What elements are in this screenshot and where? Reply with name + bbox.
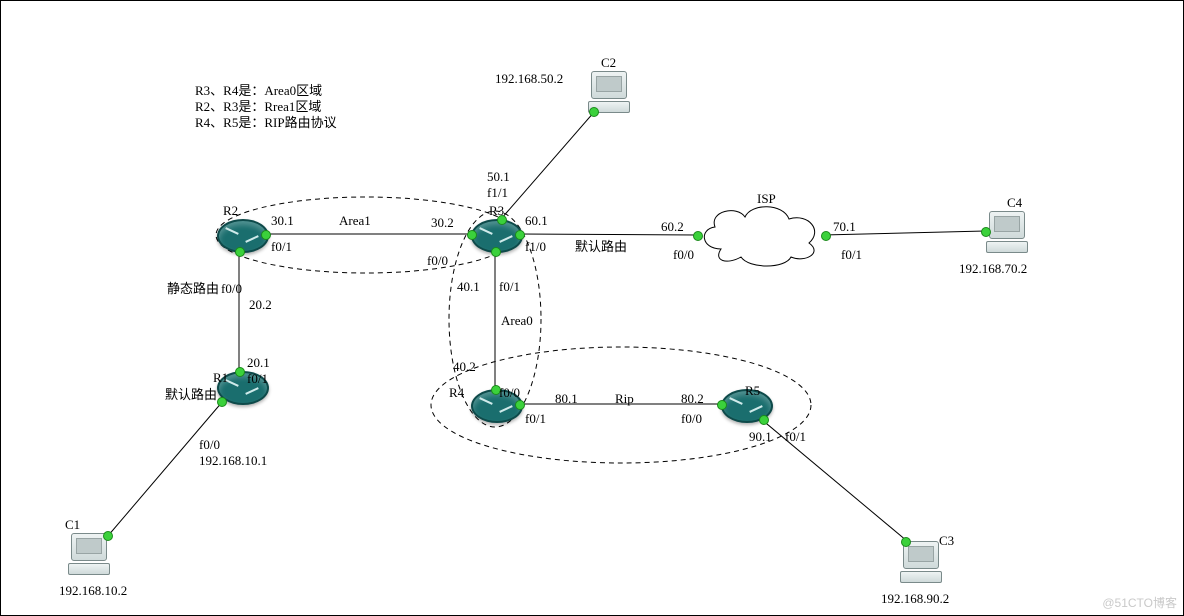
default-r1: 默认路由 [165,387,217,404]
r2-f01-ip: 30.1 [271,213,294,230]
pc-c4 [985,211,1029,251]
title-line-1: R3、R4是：Area0区域 [195,83,322,100]
r3-f11: f1/1 [487,185,508,202]
pc-c3 [899,541,943,581]
c3-name: C3 [939,533,954,550]
r5-f00-ip: 80.2 [681,391,704,408]
static-rt: 静态路由 [167,281,219,298]
r1-f00: f0/0 [199,437,220,454]
port-dot [491,247,501,257]
r5-f00: f0/0 [681,411,702,428]
c1-ip: 192.168.10.2 [59,583,127,600]
r3-f00-ip: 30.2 [431,215,454,232]
isp-cloud [691,199,831,269]
isp-f00: f0/0 [673,247,694,264]
r3-f11-ip: 50.1 [487,169,510,186]
title-line-2: R2、R3是：Rrea1区域 [195,99,321,116]
port-dot [901,537,911,547]
port-dot [103,531,113,541]
isp-f01: f0/1 [841,247,862,264]
pc-c2 [587,71,631,111]
port-dot [515,230,525,240]
rip-label: Rip [615,391,634,408]
r3-f01-ip: 40.1 [457,279,480,296]
diagram-canvas: R3、R4是：Area0区域 R2、R3是：Rrea1区域 R4、R5是：RIP… [0,0,1184,616]
r2-name: R2 [223,203,238,220]
port-dot [981,227,991,237]
port-dot [589,107,599,117]
default-r3: 默认路由 [575,239,627,256]
r3-f01: f0/1 [499,279,520,296]
r4-f00-ip: 40.2 [453,359,476,376]
port-dot [261,230,271,240]
port-dot [759,415,769,425]
r5-f01: f0/1 [785,429,806,446]
port-dot [693,231,703,241]
area1-label: Area1 [339,213,371,230]
c4-ip: 192.168.70.2 [959,261,1027,278]
isp-label: ISP [757,191,776,208]
port-dot [217,397,227,407]
r3-f00: f0/0 [427,253,448,270]
r4-f01: f0/1 [525,411,546,428]
c2-name: C2 [601,55,616,72]
port-dot [235,367,245,377]
c4-name: C4 [1007,195,1022,212]
r3-name: R3 [489,203,504,220]
r5-f01-ip: 90.1 [749,429,772,446]
r4-name: R4 [449,385,464,402]
c3-ip: 192.168.90.2 [881,591,949,608]
r3-f10: f1/0 [525,239,546,256]
port-dot [235,247,245,257]
area0-label: Area0 [501,313,533,330]
isp-f01-ip: 70.1 [833,219,856,236]
r1-f00-ip: 192.168.10.1 [199,453,267,470]
title-line-3: R4、R5是：RIP路由协议 [195,115,337,132]
isp-f00-ip: 60.2 [661,219,684,236]
r2-f01: f0/1 [271,239,292,256]
r2-f00-ip: 20.2 [249,297,272,314]
r1-f01-ip: 20.1 [247,355,270,372]
watermark: @51CTO博客 [1102,594,1177,611]
c1-name: C1 [65,517,80,534]
r1-name: R1 [213,370,228,387]
r5-name: R5 [745,383,760,400]
port-dot [467,230,477,240]
r1-f01: f0/1 [247,371,268,388]
r4-f00: f0/0 [499,385,520,402]
port-dot [821,231,831,241]
r3-f10-ip: 60.1 [525,213,548,230]
c2-ip: 192.168.50.2 [495,71,563,88]
port-dot [717,400,727,410]
r4-f01-ip: 80.1 [555,391,578,408]
r2-f00: f0/0 [221,281,242,298]
